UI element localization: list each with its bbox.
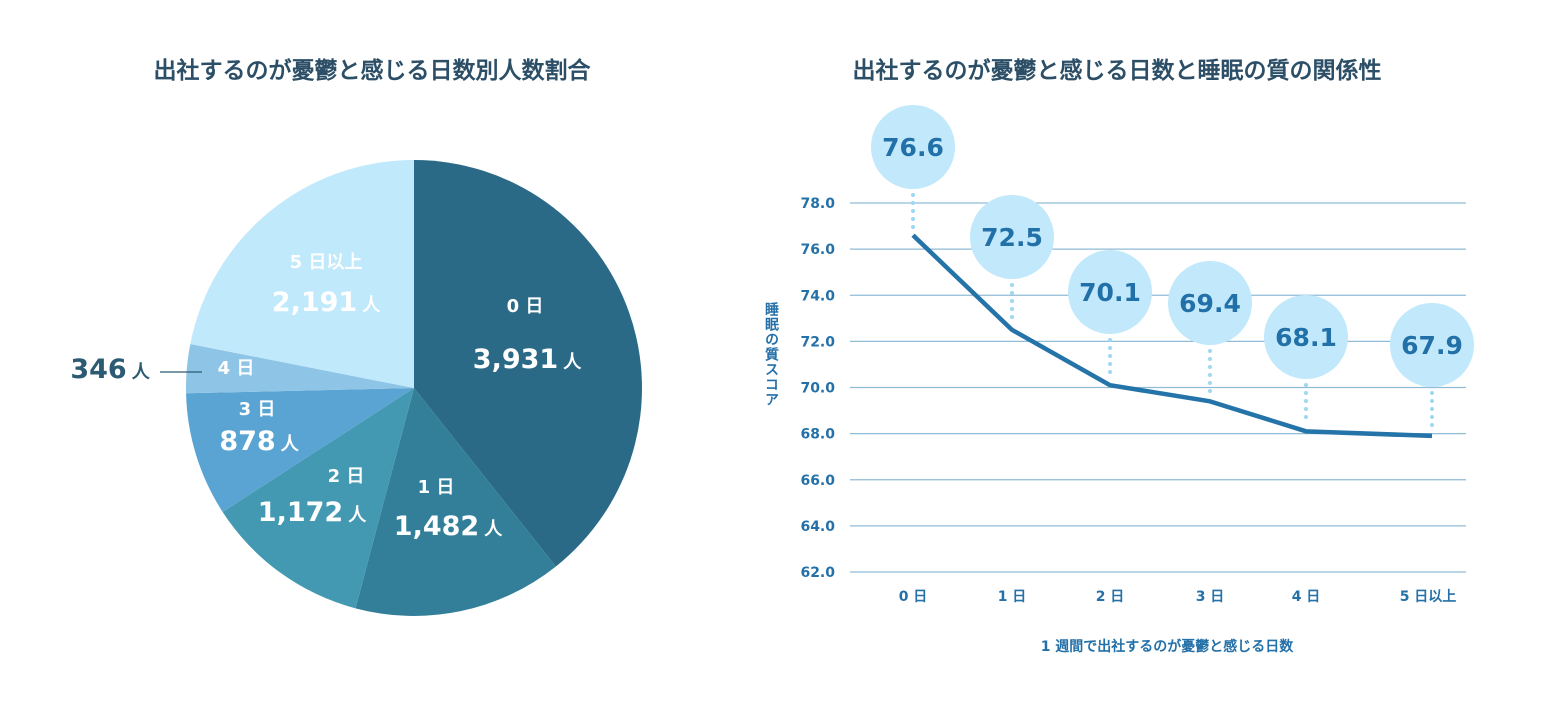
- pie-slice-unit: 人: [563, 352, 582, 373]
- data-label: 72.5: [981, 223, 1043, 252]
- x-tick-label: 4 日: [1292, 589, 1321, 605]
- data-label: 70.1: [1079, 278, 1141, 307]
- pie-slice-unit: 人: [484, 519, 503, 540]
- value-bubble: [1068, 250, 1152, 334]
- line-chart-title: 出社するのが憂鬱と感じる日数と睡眠の質の関係性: [853, 57, 1382, 84]
- y-tick-label: 72.0: [800, 334, 835, 350]
- y-tick-label: 74.0: [800, 288, 835, 304]
- pie-slice: [190, 160, 414, 388]
- pie-slice-label: 3 日: [239, 399, 276, 420]
- pie-slice-label: 2 日: [328, 466, 365, 487]
- pie-slice: [414, 160, 642, 567]
- pie-slice-label: 0 日: [507, 296, 544, 317]
- pie-slice-label: 4 日: [218, 358, 255, 379]
- value-bubble: [1264, 295, 1348, 379]
- pie-callout-value: 346 人: [70, 354, 150, 385]
- y-axis-label: 睡眠の質スコア: [763, 302, 779, 407]
- data-label: 76.6: [882, 133, 944, 162]
- x-axis-label: 1 週間で出社するのが憂鬱と感じる日数: [1041, 638, 1295, 655]
- pie-slice: [185, 344, 414, 394]
- data-label: 69.4: [1179, 289, 1241, 318]
- value-bubble: [1168, 261, 1252, 345]
- y-tick-label: 64.0: [800, 519, 835, 535]
- pie-slice: [355, 388, 556, 617]
- series-line: [911, 233, 1433, 439]
- x-tick-label: 3 日: [1196, 589, 1225, 605]
- value-bubble: [970, 195, 1054, 279]
- x-tick-label: 0 日: [899, 589, 928, 605]
- x-tick-label: 5 日以上: [1400, 589, 1457, 605]
- pie-slice-unit: 人: [362, 295, 381, 316]
- data-label: 67.9: [1401, 331, 1463, 360]
- pie-slice: [222, 388, 414, 609]
- value-bubble: [871, 105, 955, 189]
- pie-callout-unit: 人: [132, 362, 151, 383]
- y-tick-label: 76.0: [800, 242, 835, 258]
- pie-slice-unit: 人: [348, 505, 367, 526]
- y-tick-label: 66.0: [800, 473, 835, 489]
- pie-slice-label: 5 日以上: [290, 252, 363, 273]
- pie-chart-title: 出社するのが憂鬱と感じる日数別人数割合: [154, 57, 592, 84]
- pie-slice-unit: 人: [281, 434, 300, 455]
- y-tick-label: 68.0: [800, 427, 835, 443]
- data-label: 68.1: [1275, 323, 1337, 352]
- value-bubble: [1390, 303, 1474, 387]
- y-tick-label: 70.0: [800, 381, 835, 397]
- pie-slice: [186, 388, 414, 512]
- y-tick-label: 78.0: [800, 196, 835, 212]
- y-tick-label: 62.0: [800, 565, 835, 581]
- x-tick-label: 1 日: [998, 589, 1027, 605]
- pie-slice-label: 1 日: [418, 477, 455, 498]
- x-tick-label: 2 日: [1096, 589, 1125, 605]
